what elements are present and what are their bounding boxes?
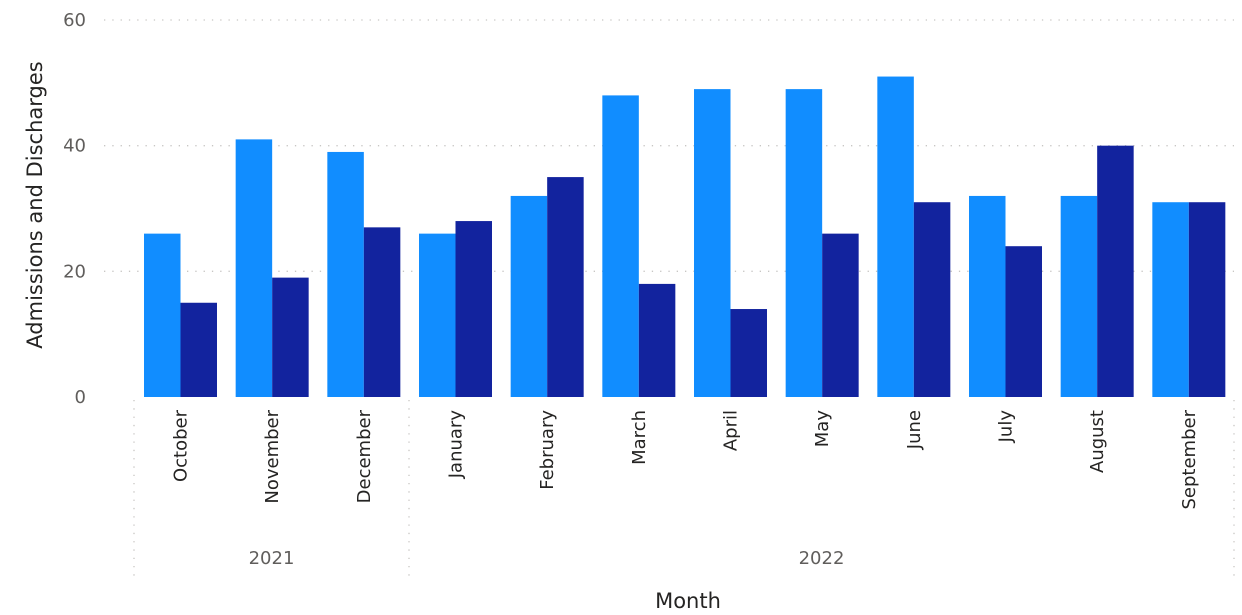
bar-october-series-1 (144, 233, 181, 397)
y-axis-title: Admissions and Discharges (23, 61, 47, 348)
x-axis-title: Month (655, 589, 721, 613)
x-axis-month-labels: October November December January February Ma… (171, 409, 1200, 509)
x-group-label-2022: 2022 (799, 548, 845, 569)
bar-may-series-1 (785, 89, 823, 397)
x-group-label-2021: 2021 (249, 548, 295, 569)
x-axis-year-labels: 2021 2022 (133, 400, 1235, 580)
bar-march-series-1 (602, 95, 639, 398)
x-tick-label-august: August (1087, 410, 1108, 473)
bar-may-series-2 (822, 233, 859, 397)
x-tick-label-september: September (1179, 409, 1200, 509)
bar-april-series-2 (730, 309, 767, 397)
bars (144, 76, 1226, 398)
bar-august-series-2 (1097, 145, 1134, 397)
y-tick-label: 0 (75, 387, 86, 408)
bar-september-series-2 (1188, 202, 1226, 397)
y-tick-label: 40 (63, 136, 86, 157)
x-tick-label-april: April (721, 410, 742, 451)
x-tick-label-march: March (629, 410, 650, 465)
x-tick-label-january: January (446, 410, 467, 480)
bar-april-series-1 (694, 89, 731, 397)
bar-june-series-2 (913, 202, 951, 397)
bar-july-series-2 (1005, 246, 1042, 397)
x-tick-label-june: June (904, 410, 925, 450)
bar-november-series-1 (235, 139, 273, 397)
x-tick-label-december: December (354, 409, 375, 503)
bar-january-series-1 (419, 233, 456, 397)
bar-march-series-2 (638, 283, 676, 397)
bar-july-series-1 (969, 195, 1006, 397)
y-tick-label: 20 (63, 261, 86, 282)
bar-june-series-1 (877, 76, 914, 398)
bar-october-series-2 (180, 302, 217, 397)
y-tick-label: 60 (63, 10, 86, 31)
bar-february-series-1 (510, 195, 548, 397)
bar-december-series-2 (363, 227, 401, 397)
bar-january-series-2 (455, 221, 492, 397)
bar-november-series-2 (272, 277, 309, 397)
x-tick-label-october: October (171, 409, 192, 482)
y-axis-ticks: 0 20 40 60 (63, 10, 86, 408)
x-tick-label-may: May (812, 410, 833, 448)
gridlines (104, 19, 1234, 272)
bar-august-series-1 (1060, 195, 1098, 397)
x-tick-label-february: February (537, 410, 558, 490)
bar-december-series-1 (327, 151, 364, 397)
bar-september-series-1 (1152, 202, 1189, 397)
x-tick-label-july: July (996, 410, 1017, 444)
x-tick-label-november: November (262, 409, 283, 503)
bar-february-series-2 (547, 177, 584, 397)
